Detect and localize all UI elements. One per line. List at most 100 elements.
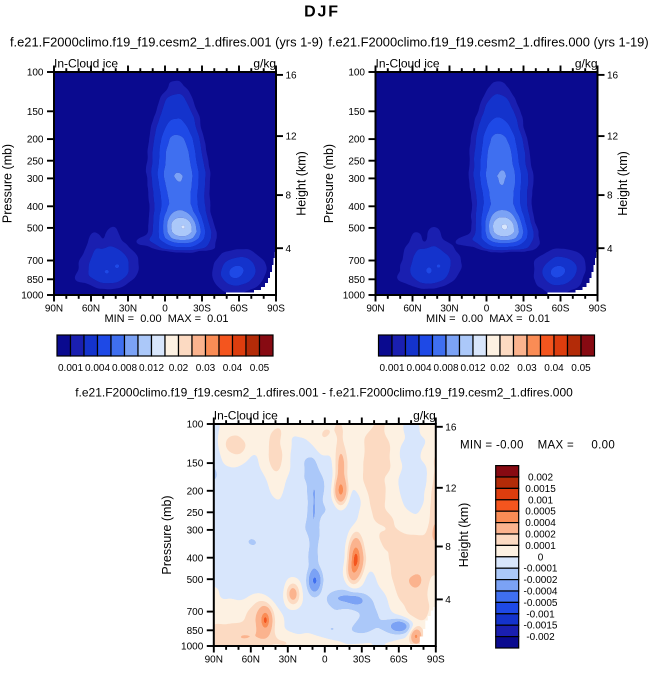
svg-text:0.012: 0.012 <box>460 363 485 374</box>
svg-text:8: 8 <box>607 191 613 202</box>
svg-text:-0.0015: -0.0015 <box>524 621 558 632</box>
svg-text:100: 100 <box>187 420 204 431</box>
svg-text:Pressure (mb): Pressure (mb) <box>0 144 14 223</box>
svg-text:0.0002: 0.0002 <box>525 530 556 541</box>
svg-text:g/kg: g/kg <box>253 57 276 71</box>
svg-text:0.05: 0.05 <box>250 363 270 374</box>
svg-text:400: 400 <box>348 202 365 213</box>
svg-text:60S: 60S <box>390 655 408 666</box>
svg-text:200: 200 <box>27 135 44 146</box>
svg-text:150: 150 <box>187 459 204 470</box>
svg-text:4: 4 <box>445 595 451 606</box>
svg-text:0.05: 0.05 <box>571 363 591 374</box>
svg-text:300: 300 <box>187 526 204 537</box>
svg-text:0.004: 0.004 <box>406 363 431 374</box>
svg-text:4: 4 <box>607 244 613 255</box>
svg-text:60N: 60N <box>82 304 100 315</box>
svg-text:MIN = 0.00 MAX = 0.01: MIN = 0.00 MAX = 0.01 <box>426 313 550 325</box>
svg-text:0.012: 0.012 <box>139 363 164 374</box>
svg-text:400: 400 <box>187 553 204 564</box>
svg-text:30S: 30S <box>193 304 211 315</box>
svg-text:-0.0004: -0.0004 <box>524 587 558 598</box>
svg-text:0.03: 0.03 <box>196 363 216 374</box>
svg-text:850: 850 <box>348 275 365 286</box>
svg-text:-0.0001: -0.0001 <box>524 564 558 575</box>
svg-text:300: 300 <box>348 174 365 185</box>
svg-text:16: 16 <box>286 71 298 82</box>
svg-text:g/kg: g/kg <box>575 57 598 71</box>
svg-text:f.e21.F2000climo.f19_f19.cesm2: f.e21.F2000climo.f19_f19.cesm2_1.dfires.… <box>328 35 648 50</box>
svg-text:0.04: 0.04 <box>544 363 564 374</box>
svg-text:0: 0 <box>538 552 544 563</box>
svg-text:30N: 30N <box>119 304 137 315</box>
svg-text:16: 16 <box>445 422 457 433</box>
svg-text:Height (km): Height (km) <box>616 151 630 216</box>
svg-text:100: 100 <box>27 68 44 79</box>
svg-text:0.02: 0.02 <box>490 363 510 374</box>
svg-text:60N: 60N <box>403 304 421 315</box>
svg-text:1000: 1000 <box>343 291 366 302</box>
svg-text:Height (km): Height (km) <box>457 503 471 568</box>
svg-text:MIN = -0.00 MAX = 0.00: MIN = -0.00 MAX = 0.00 <box>460 440 615 452</box>
svg-text:-0.001: -0.001 <box>526 609 555 620</box>
svg-text:12: 12 <box>286 132 298 143</box>
svg-text:f.e21.F2000climo.f19_f19.cesm2: f.e21.F2000climo.f19_f19.cesm2_1.dfires.… <box>10 35 323 50</box>
svg-text:60S: 60S <box>230 304 248 315</box>
svg-text:300: 300 <box>27 174 44 185</box>
svg-text:150: 150 <box>348 107 365 118</box>
svg-text:90N: 90N <box>366 304 384 315</box>
svg-text:90N: 90N <box>45 304 63 315</box>
svg-text:In-Cloud ice: In-Cloud ice <box>54 57 118 71</box>
svg-text:8: 8 <box>286 191 292 202</box>
svg-text:90N: 90N <box>205 655 223 666</box>
svg-text:250: 250 <box>187 508 204 519</box>
svg-text:g/kg: g/kg <box>413 409 436 423</box>
svg-text:Pressure (mb): Pressure (mb) <box>322 144 336 223</box>
svg-text:0.004: 0.004 <box>85 363 110 374</box>
svg-text:0.001: 0.001 <box>528 495 553 506</box>
svg-text:1000: 1000 <box>181 642 204 653</box>
svg-text:0.008: 0.008 <box>433 363 458 374</box>
svg-text:12: 12 <box>445 483 457 494</box>
svg-text:0.0001: 0.0001 <box>525 541 556 552</box>
svg-text:150: 150 <box>27 107 44 118</box>
svg-text:90S: 90S <box>589 304 607 315</box>
svg-text:30S: 30S <box>515 304 533 315</box>
svg-text:30N: 30N <box>440 304 458 315</box>
svg-text:0.0004: 0.0004 <box>525 518 556 529</box>
svg-text:f.e21.F2000climo.f19_f19.cesm2: f.e21.F2000climo.f19_f19.cesm2_1.dfires.… <box>75 386 573 400</box>
svg-text:500: 500 <box>187 575 204 586</box>
svg-text:90S: 90S <box>267 304 285 315</box>
svg-text:850: 850 <box>27 275 44 286</box>
svg-text:16: 16 <box>607 71 619 82</box>
svg-text:60S: 60S <box>552 304 570 315</box>
svg-text:-0.002: -0.002 <box>526 632 555 643</box>
svg-text:500: 500 <box>27 224 44 235</box>
svg-text:In-Cloud ice: In-Cloud ice <box>214 409 278 423</box>
svg-text:0.03: 0.03 <box>517 363 537 374</box>
svg-text:8: 8 <box>445 542 451 553</box>
svg-text:0.02: 0.02 <box>169 363 189 374</box>
svg-text:0.002: 0.002 <box>528 473 553 484</box>
svg-text:30N: 30N <box>279 655 297 666</box>
svg-text:30S: 30S <box>353 655 371 666</box>
svg-text:MIN = 0.00 MAX = 0.01: MIN = 0.00 MAX = 0.01 <box>104 313 228 325</box>
svg-text:0.0005: 0.0005 <box>525 507 556 518</box>
svg-text:-0.0002: -0.0002 <box>524 575 558 586</box>
svg-text:700: 700 <box>27 256 44 267</box>
svg-text:700: 700 <box>348 256 365 267</box>
svg-text:1000: 1000 <box>21 291 44 302</box>
svg-text:0: 0 <box>484 304 490 315</box>
svg-text:0.04: 0.04 <box>223 363 243 374</box>
svg-text:0: 0 <box>322 655 328 666</box>
svg-text:850: 850 <box>187 626 204 637</box>
svg-text:Height (km): Height (km) <box>295 151 309 216</box>
svg-text:-0.0005: -0.0005 <box>524 598 558 609</box>
svg-text:500: 500 <box>348 224 365 235</box>
svg-text:250: 250 <box>348 156 365 167</box>
svg-text:100: 100 <box>348 68 365 79</box>
svg-text:Pressure (mb): Pressure (mb) <box>160 495 174 574</box>
svg-text:4: 4 <box>286 244 292 255</box>
svg-text:200: 200 <box>348 135 365 146</box>
svg-text:0.001: 0.001 <box>379 363 404 374</box>
